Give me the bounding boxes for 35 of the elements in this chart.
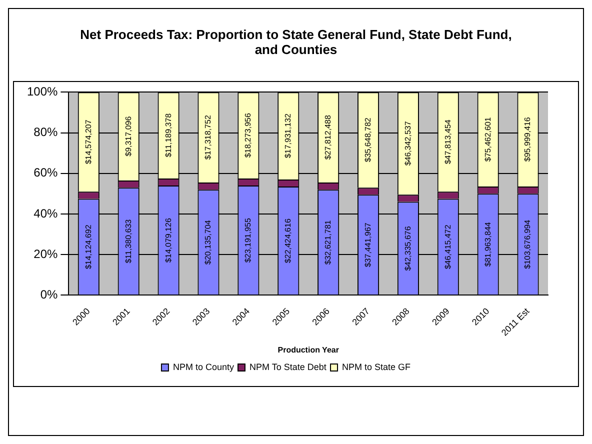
annotation: $95,999,416 bbox=[523, 116, 532, 162]
annotation: $20,135,704 bbox=[204, 220, 213, 265]
annotation: $11,189,378 bbox=[164, 112, 173, 158]
annotation: $11,380,633 bbox=[124, 218, 133, 264]
y-tick-label: 0% bbox=[40, 287, 58, 302]
annotation: $37,441,967 bbox=[363, 222, 372, 268]
annotation: $47,813,454 bbox=[443, 119, 452, 164]
annotation: $17,318,752 bbox=[204, 114, 213, 160]
annotation: $14,574,207 bbox=[84, 119, 93, 164]
annotation: $9,317,096 bbox=[124, 116, 133, 156]
annotation: $46,415,472 bbox=[443, 224, 452, 270]
y-tick-label: 60% bbox=[34, 166, 58, 180]
annotation: $103,676,994 bbox=[523, 219, 532, 269]
annotation: $23,191,955 bbox=[244, 218, 253, 263]
annotation: $18,273,956 bbox=[244, 112, 253, 158]
legend-label: NPM to State GF bbox=[342, 362, 412, 372]
y-tick-label: 40% bbox=[34, 206, 58, 220]
legend-label: NPM to County bbox=[172, 362, 234, 372]
x-axis-title: Production Year bbox=[278, 345, 339, 354]
annotation: $27,812,488 bbox=[324, 114, 333, 160]
y-tick-label: 100% bbox=[26, 84, 58, 99]
annotation: $42,335,676 bbox=[403, 226, 412, 271]
annotation: $14,079,126 bbox=[164, 218, 173, 263]
annotation: $17,931,132 bbox=[284, 113, 293, 158]
legend-label: NPM To State Debt bbox=[249, 362, 327, 372]
annotation: $35,648,782 bbox=[363, 117, 372, 162]
annotation: $75,462,601 bbox=[483, 116, 492, 162]
annotation: $81,963,844 bbox=[483, 222, 492, 267]
y-tick-label: 80% bbox=[34, 125, 58, 140]
chart-title: Net Proceeds Tax: Proportion to State General Fund, State Debt Fund, and Counties bbox=[79, 27, 513, 57]
annotation: $22,424,616 bbox=[284, 218, 293, 264]
annotation: $32,621,781 bbox=[324, 220, 333, 265]
y-tick-label: 20% bbox=[34, 246, 58, 261]
annotation: $14,124,692 bbox=[84, 224, 93, 270]
annotation: $46,342,537 bbox=[403, 120, 412, 166]
